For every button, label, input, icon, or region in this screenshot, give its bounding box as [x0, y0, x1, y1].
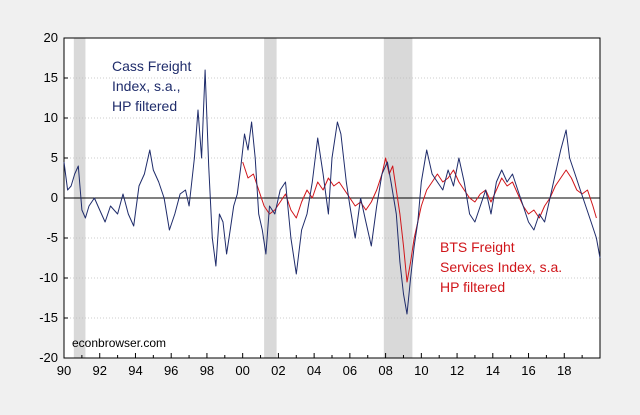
y-tick-label-0: 0	[51, 190, 58, 205]
y-tick-label--5: -5	[46, 230, 58, 245]
x-tick-label-00: 00	[235, 363, 249, 378]
x-tick-label-04: 04	[307, 363, 321, 378]
x-tick-label-18: 18	[557, 363, 571, 378]
x-tick-label-94: 94	[128, 363, 142, 378]
bts-label: BTS Freight Services Index, s.a. HP filt…	[440, 239, 562, 295]
x-tick-label-96: 96	[164, 363, 178, 378]
y-tick-label--15: -15	[39, 310, 58, 325]
x-tick-label-92: 92	[92, 363, 106, 378]
x-tick-label-02: 02	[271, 363, 285, 378]
cass-series-line	[63, 69, 601, 315]
cass-label-line-1: Cass Freight	[112, 58, 191, 74]
bts-label-line-2: Services Index, s.a.	[440, 259, 562, 275]
x-tick-label-12: 12	[450, 363, 464, 378]
cass-label: Cass Freight Index, s.a., HP filtered	[112, 58, 191, 114]
x-tick-label-98: 98	[200, 363, 214, 378]
series-lines	[63, 69, 601, 315]
x-axis: 90 92 94 96 98 00 02 04 06 08 10 12 14 16 18	[57, 353, 583, 378]
source-credit: econbrowser.com	[72, 336, 166, 350]
x-tick-label-06: 06	[343, 363, 357, 378]
cass-label-line-3: HP filtered	[112, 98, 177, 114]
bts-series-line	[242, 157, 597, 283]
cass-label-line-2: Index, s.a.,	[112, 78, 180, 94]
x-tick-label-90: 90	[57, 363, 71, 378]
y-tick-label-5: 5	[51, 150, 58, 165]
bts-label-line-3: HP filtered	[440, 279, 505, 295]
y-tick-label-10: 10	[44, 110, 58, 125]
x-tick-label-08: 08	[378, 363, 392, 378]
y-axis: 20 15 10 5 0 -5 -10 -15 -20	[39, 30, 68, 365]
x-tick-label-14: 14	[486, 363, 500, 378]
x-tick-label-16: 16	[521, 363, 535, 378]
y-tick-label-15: 15	[44, 70, 58, 85]
y-tick-label-20: 20	[44, 30, 58, 45]
y-tick-label--20: -20	[39, 350, 58, 365]
y-tick-label--10: -10	[39, 270, 58, 285]
x-tick-label-10: 10	[414, 363, 428, 378]
bts-label-line-1: BTS Freight	[440, 239, 515, 255]
